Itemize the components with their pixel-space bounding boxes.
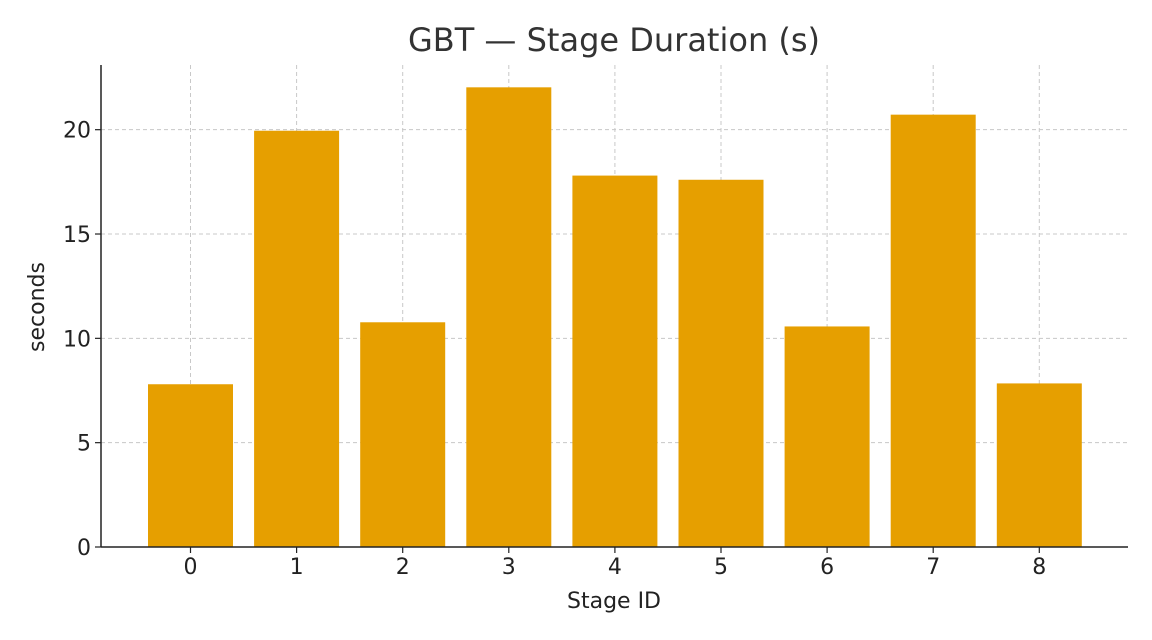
y-tick-label-10: 10 <box>63 327 91 352</box>
x-tick-label-0: 0 <box>184 555 198 580</box>
tick-labels: 0 5 10 15 20 0 1 2 3 4 5 6 7 8 <box>63 119 1046 580</box>
bar-stage-0 <box>148 384 233 547</box>
x-tick-label-1: 1 <box>290 555 304 580</box>
y-tick-label-15: 15 <box>63 223 91 248</box>
x-tick-label-6: 6 <box>820 555 834 580</box>
bar-stage-3 <box>466 87 552 547</box>
y-tick-label-0: 0 <box>77 536 91 561</box>
bar-stage-2 <box>360 322 446 547</box>
y-axis-label: seconds <box>25 262 50 352</box>
bar-stage-7 <box>890 114 976 547</box>
bar-stage-8 <box>996 383 1082 547</box>
y-tick-label-20: 20 <box>63 119 91 144</box>
bar-stage-1 <box>254 130 340 547</box>
x-tick-label-8: 8 <box>1032 555 1046 580</box>
axes <box>95 65 1128 553</box>
bars <box>148 87 1082 547</box>
bar-stage-4 <box>572 175 658 547</box>
x-tick-label-2: 2 <box>396 555 410 580</box>
x-tick-label-4: 4 <box>608 555 622 580</box>
chart-title: GBT — Stage Duration (s) <box>408 21 820 59</box>
x-tick-label-3: 3 <box>502 555 516 580</box>
x-axis-label: Stage ID <box>567 589 661 614</box>
bar-stage-6 <box>784 326 870 547</box>
x-tick-label-5: 5 <box>714 555 728 580</box>
x-tick-label-7: 7 <box>926 555 940 580</box>
y-tick-label-5: 5 <box>77 432 91 457</box>
bar-stage-5 <box>678 179 764 547</box>
